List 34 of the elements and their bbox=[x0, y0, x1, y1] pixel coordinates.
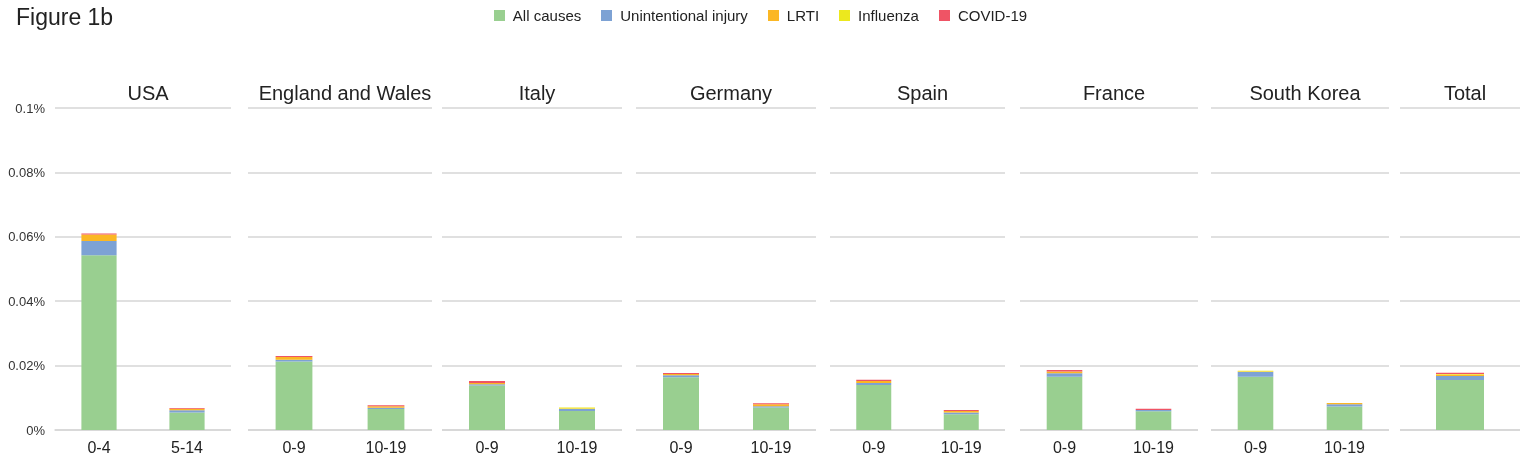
legend-label: Unintentional injury bbox=[620, 7, 748, 24]
legend-label: COVID-19 bbox=[957, 7, 1028, 24]
x-tick-label: 0-4 bbox=[87, 438, 111, 456]
x-tick-label: 10-19 bbox=[750, 438, 792, 456]
chart-title: France bbox=[1082, 82, 1146, 104]
chart-title: Italy bbox=[518, 82, 556, 104]
x-tick-label: 5-14 bbox=[170, 438, 204, 456]
caption: Figure 1b bbox=[16, 4, 114, 31]
y-tick-label: 0.06% bbox=[8, 229, 46, 245]
x-tick-label: 10-19 bbox=[940, 438, 982, 456]
chart-title: Spain bbox=[896, 82, 949, 104]
y-tick-label: 0.08% bbox=[8, 164, 46, 180]
x-tick-label: 0-9 bbox=[862, 438, 886, 456]
y-tick-label: 0% bbox=[26, 422, 46, 438]
y-tick-label: 0.04% bbox=[8, 293, 46, 309]
chart-title: Total bbox=[1443, 82, 1487, 104]
x-tick-label: 0-9 bbox=[669, 438, 693, 456]
legend-label: Influenza bbox=[858, 7, 919, 24]
y-tick-label: 0.1% bbox=[15, 100, 46, 116]
x-tick-label: 10-19 bbox=[1133, 438, 1175, 456]
chart-title: Germany bbox=[689, 82, 773, 104]
x-tick-label: 0-9 bbox=[1243, 438, 1268, 456]
x-tick-label: 10-19 bbox=[1324, 438, 1366, 456]
legend-label: LRTI bbox=[786, 7, 820, 24]
x-tick-label: 0-9 bbox=[282, 438, 306, 456]
legend-label: All causes bbox=[512, 7, 582, 24]
y-tick-label: 0.02% bbox=[8, 358, 46, 374]
chart-title: South Korea bbox=[1249, 82, 1362, 104]
chart-title: USA bbox=[127, 82, 170, 104]
x-tick-label: 10-19 bbox=[556, 438, 598, 456]
x-tick-label: 0-9 bbox=[475, 438, 499, 456]
x-tick-label: 10-19 bbox=[365, 438, 407, 456]
x-tick-label: 0-9 bbox=[1052, 438, 1077, 456]
chart-title: England and Wales bbox=[258, 82, 432, 104]
